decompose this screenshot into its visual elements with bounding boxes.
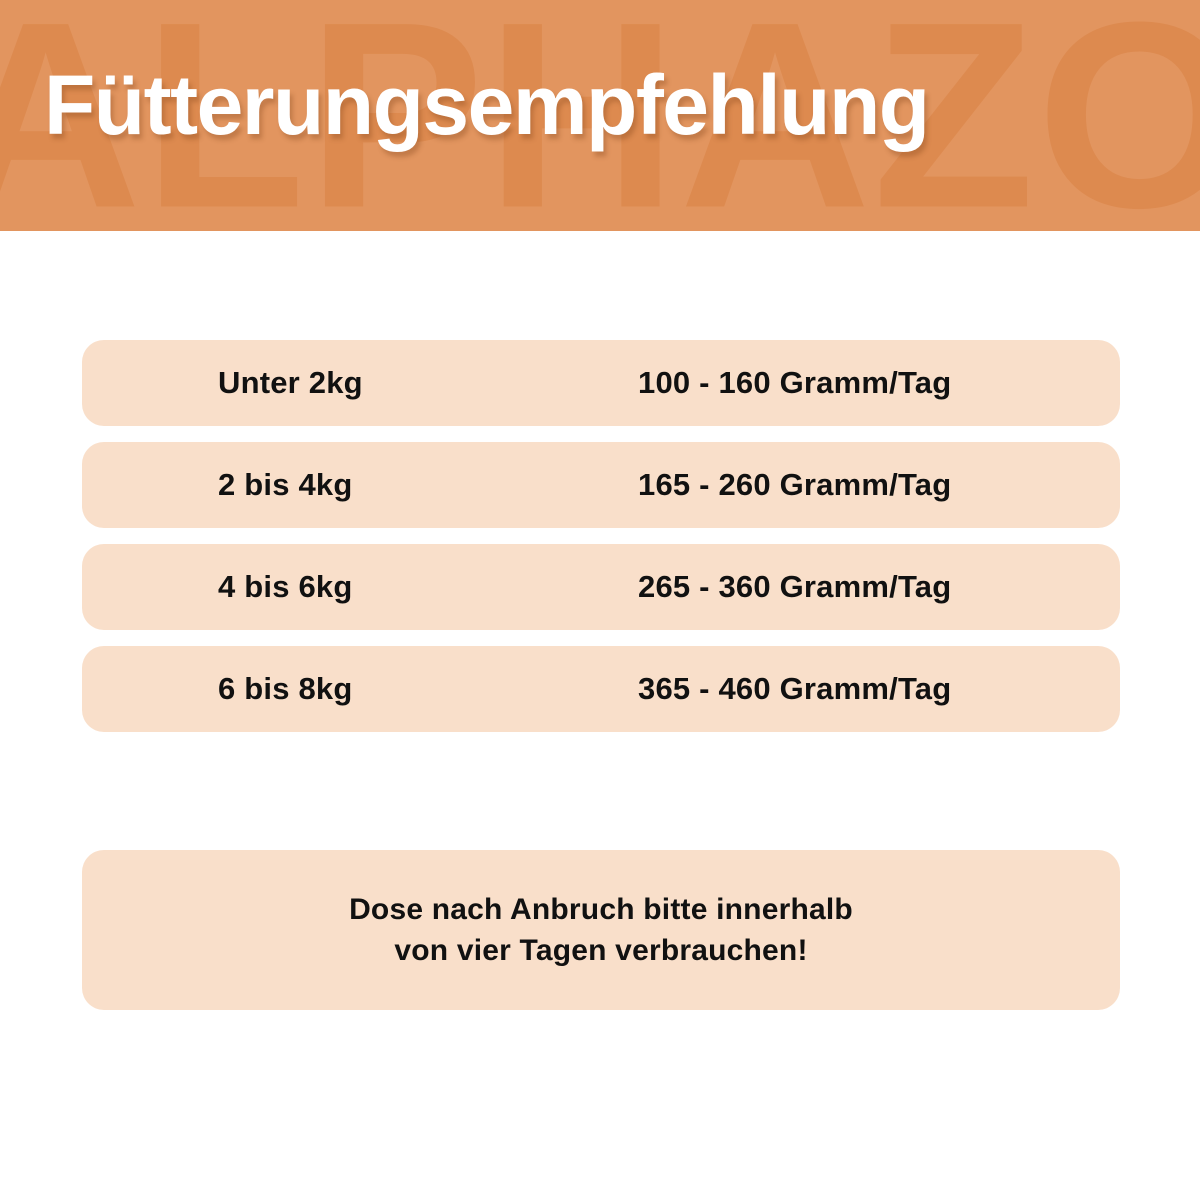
table-row: 2 bis 4kg 165 - 260 Gramm/Tag (82, 442, 1120, 528)
weight-range-label: Unter 2kg (218, 365, 363, 400)
storage-note-line-1: Dose nach Anbruch bitte innerhalb (349, 893, 853, 926)
storage-note-line-2: von vier Tagen verbrauchen! (394, 934, 808, 967)
page-title: Fütterungsempfehlung (44, 58, 930, 152)
storage-note-text: Dose nach Anbruch bitte innerhalb von vi… (349, 889, 853, 971)
weight-range-label: 6 bis 8kg (218, 671, 353, 706)
header-band: ALPHAZOO Fütterungsempfehlung (0, 0, 1200, 231)
feeding-table: Unter 2kg 100 - 160 Gramm/Tag 2 bis 4kg … (82, 340, 1120, 748)
feeding-amount-value: 165 - 260 Gramm/Tag (638, 467, 952, 502)
weight-range-label: 4 bis 6kg (218, 569, 353, 604)
feeding-amount-value: 100 - 160 Gramm/Tag (638, 365, 952, 400)
weight-range-label: 2 bis 4kg (218, 467, 353, 502)
feeding-amount-value: 265 - 360 Gramm/Tag (638, 569, 952, 604)
table-row: Unter 2kg 100 - 160 Gramm/Tag (82, 340, 1120, 426)
storage-note-box: Dose nach Anbruch bitte innerhalb von vi… (82, 850, 1120, 1010)
feeding-amount-value: 365 - 460 Gramm/Tag (638, 671, 952, 706)
table-row: 6 bis 8kg 365 - 460 Gramm/Tag (82, 646, 1120, 732)
table-row: 4 bis 6kg 265 - 360 Gramm/Tag (82, 544, 1120, 630)
